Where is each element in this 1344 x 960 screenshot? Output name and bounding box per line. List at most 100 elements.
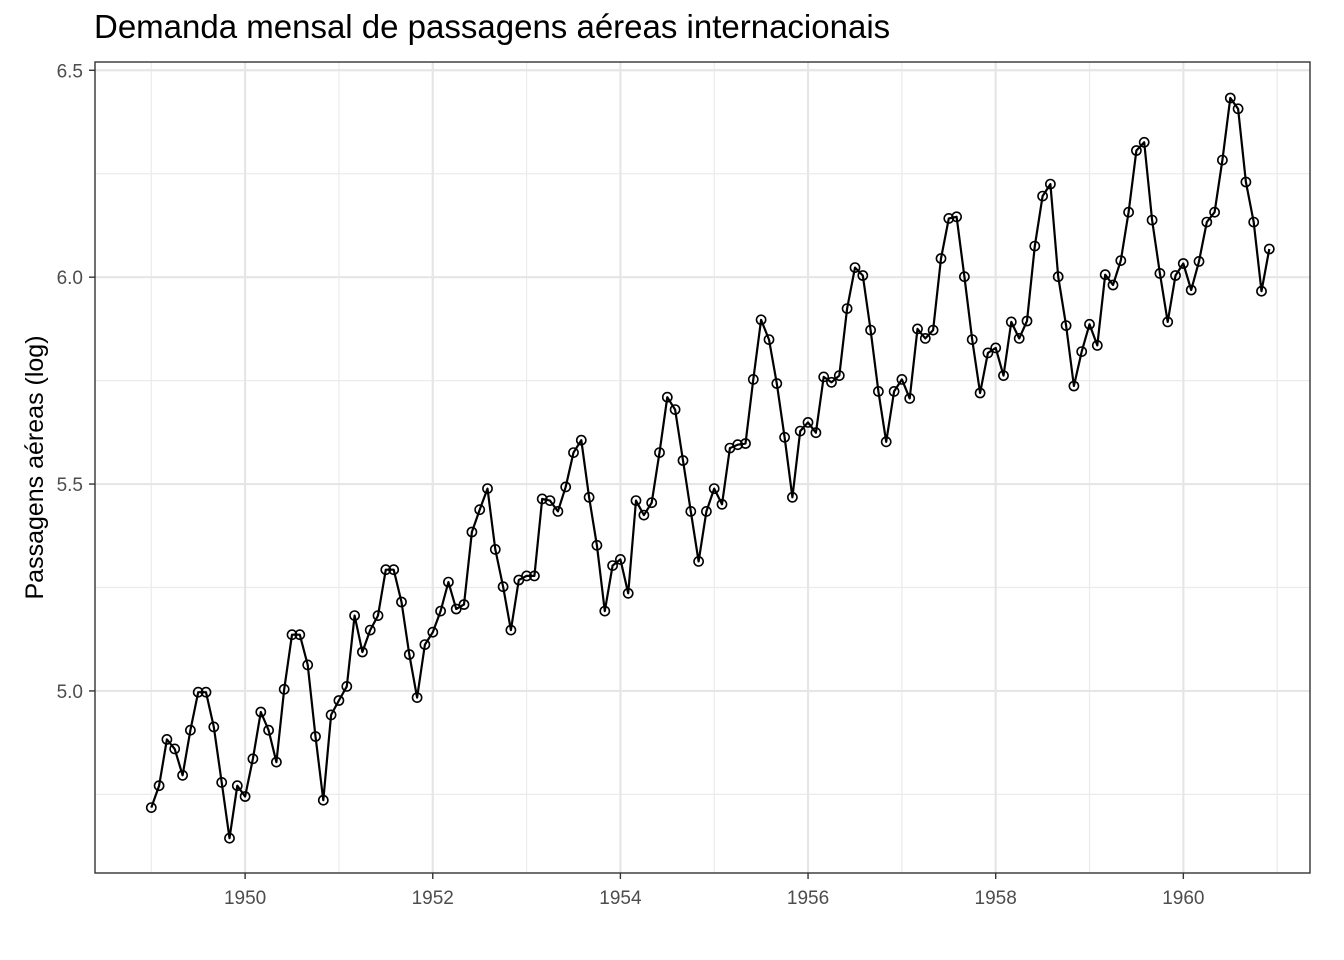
data-point: [802, 416, 814, 428]
data-point: [1248, 216, 1260, 228]
data-point: [474, 504, 486, 516]
data-point: [200, 686, 212, 698]
series-layer: [145, 92, 1275, 844]
y-tick-label: 6.5: [57, 61, 83, 82]
x-tick-label: 1952: [412, 888, 454, 909]
data-point: [411, 692, 423, 703]
data-point: [1256, 285, 1267, 297]
data-point: [1170, 270, 1181, 281]
x-tick-label: 1956: [787, 888, 829, 909]
data-point: [873, 385, 884, 397]
data-point: [982, 347, 994, 359]
data-point: [1021, 315, 1033, 327]
data-point: [1060, 320, 1072, 331]
data-point: [1068, 380, 1080, 392]
data-point: [489, 544, 501, 555]
data-point: [224, 832, 235, 844]
data-point: [708, 483, 720, 494]
data-point: [646, 497, 658, 509]
data-point: [1232, 103, 1244, 115]
data-point: [787, 491, 798, 503]
y-tick-label: 5.0: [57, 682, 83, 703]
data-point: [231, 780, 243, 792]
data-point: [630, 495, 642, 506]
data-point: [575, 434, 587, 446]
data-point: [521, 570, 532, 582]
data-point: [615, 554, 626, 565]
data-point: [1154, 267, 1166, 279]
data-point: [1115, 255, 1127, 266]
data-point: [1123, 206, 1134, 218]
data-point: [1177, 258, 1189, 269]
data-point: [654, 447, 665, 458]
data-point: [966, 334, 978, 345]
data-point: [356, 646, 368, 658]
tick-labels: 1950 1952 1954 1956 1958 1960 5.0 5.5 6.0 6.5: [57, 61, 1205, 909]
data-point: [857, 270, 869, 281]
data-point: [919, 332, 931, 344]
data-point: [349, 610, 360, 621]
x-tick-label: 1960: [1162, 888, 1204, 909]
data-point: [192, 686, 204, 698]
data-point: [849, 262, 861, 273]
data-point: [560, 481, 572, 493]
data-point: [716, 498, 728, 510]
data-point: [974, 387, 986, 399]
data-point: [325, 709, 337, 721]
data-point: [270, 756, 282, 768]
data-point: [278, 683, 290, 695]
data-point: [747, 373, 759, 385]
data-point: [372, 610, 384, 621]
data-point: [1240, 176, 1252, 188]
data-point: [1193, 255, 1205, 267]
data-point: [951, 211, 962, 223]
data-point: [208, 721, 220, 733]
data-point: [779, 431, 790, 443]
data-point: [1076, 346, 1088, 357]
data-point: [145, 802, 157, 813]
data-point: [1084, 318, 1095, 330]
data-point: [810, 427, 822, 439]
data-point: [1217, 154, 1228, 166]
data-point: [544, 495, 556, 506]
data-point: [380, 564, 392, 576]
data-point: [599, 605, 611, 617]
data-point: [247, 753, 259, 765]
data-point: [826, 376, 837, 388]
data-point: [959, 271, 970, 283]
data-point: [435, 605, 446, 617]
data-point: [310, 731, 321, 742]
data-point: [669, 404, 681, 415]
data-point: [1138, 136, 1150, 148]
data-point: [1005, 316, 1017, 328]
y-tick-label: 6.0: [57, 268, 83, 289]
data-point: [458, 599, 470, 610]
data-point: [317, 794, 329, 806]
data-point: [294, 629, 306, 641]
data-point: [364, 624, 376, 636]
data-point: [794, 425, 806, 437]
data-point: [591, 539, 603, 551]
data-point: [442, 576, 454, 588]
data-point: [1185, 284, 1197, 296]
data-point: [1107, 279, 1119, 291]
data-point: [1209, 206, 1220, 218]
data-point: [341, 681, 353, 692]
x-tick-label: 1950: [224, 888, 266, 909]
data-point: [333, 695, 345, 706]
data-point: [1146, 214, 1158, 226]
x-tick-label: 1958: [975, 888, 1017, 909]
data-point: [216, 777, 228, 788]
data-point: [505, 624, 517, 636]
data-point: [833, 370, 845, 381]
data-point: [740, 438, 751, 449]
y-tick-label: 5.5: [57, 475, 83, 496]
data-point: [1263, 243, 1275, 255]
data-point: [1052, 271, 1064, 283]
data-point: [403, 649, 415, 660]
data-point: [450, 603, 462, 615]
data-point: [685, 505, 697, 517]
data-point: [732, 439, 744, 451]
data-point: [1037, 190, 1048, 202]
